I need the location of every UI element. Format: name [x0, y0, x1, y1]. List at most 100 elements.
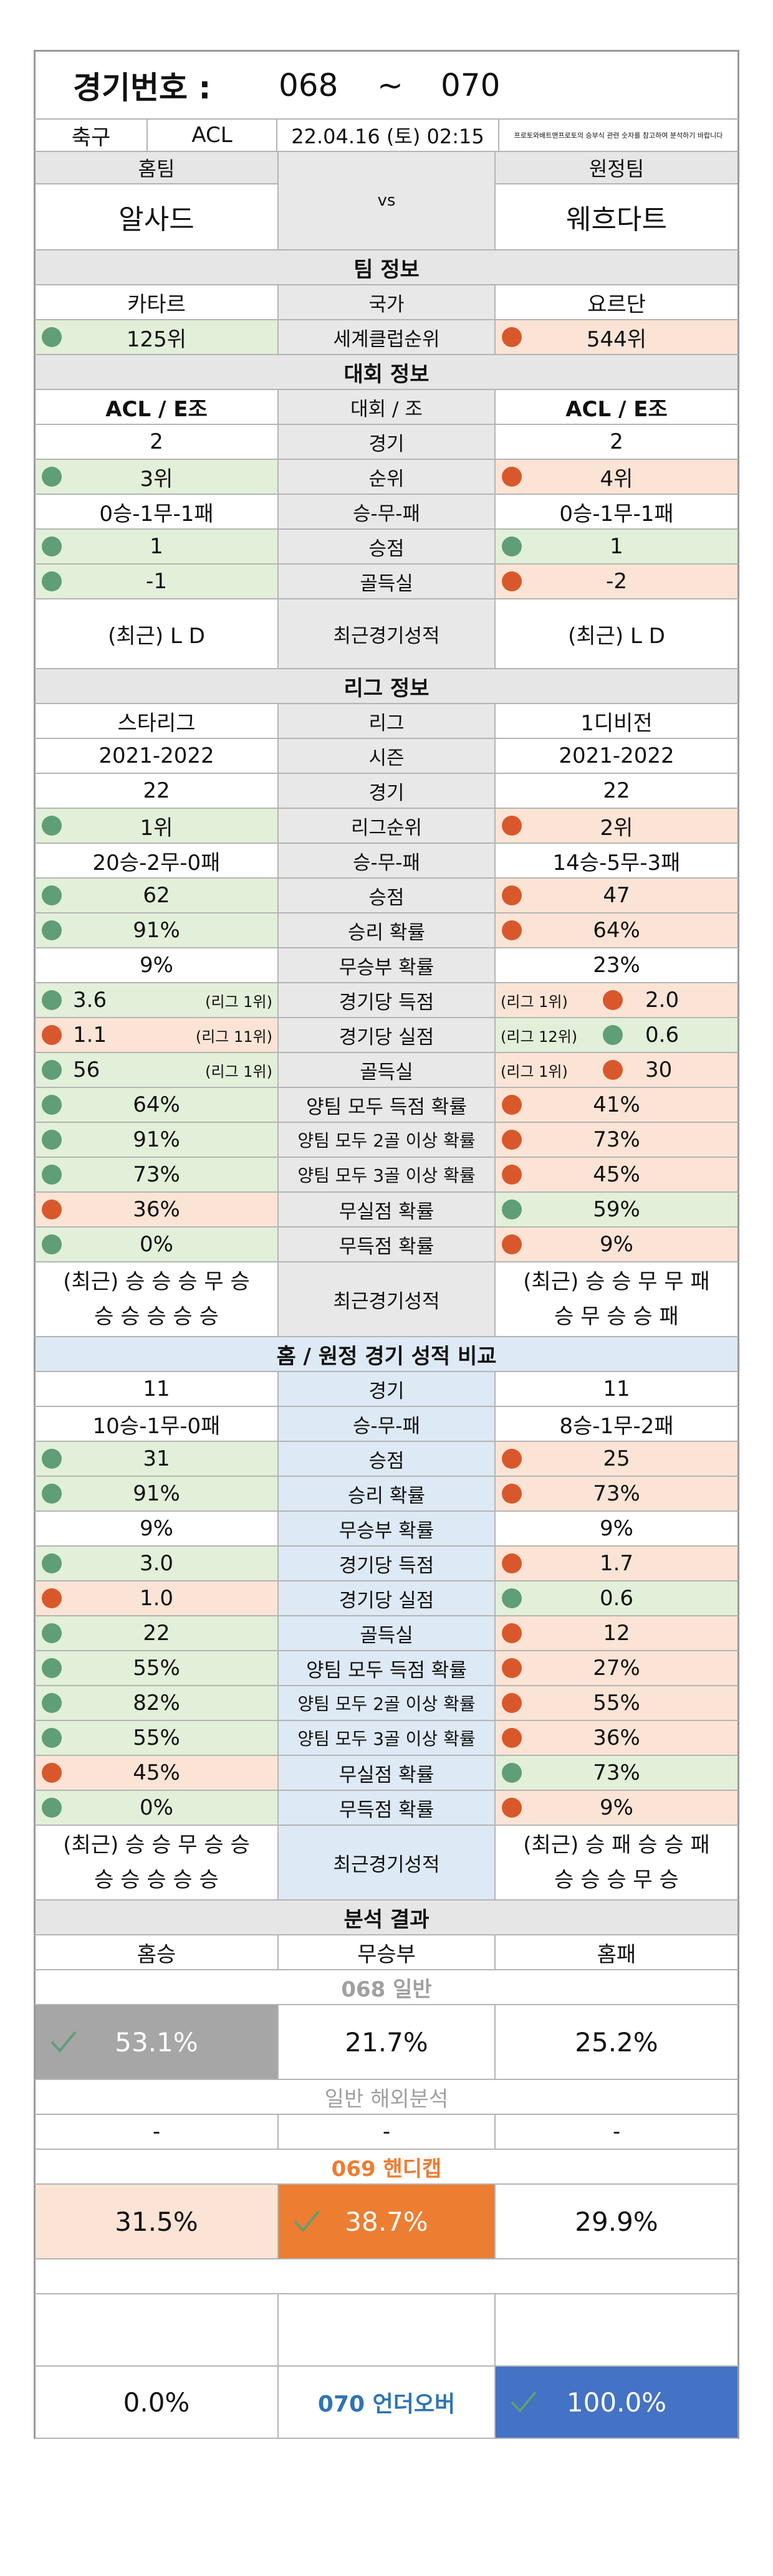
- league-row: 73% 양팀 모두 3골 이상 확률 45%: [34, 1158, 739, 1193]
- bad-indicator-icon: [603, 990, 623, 1010]
- league-row: 64% 양팀 모두 득점 확률 41%: [34, 1088, 739, 1123]
- team-info-row: 125위 세계클럽순위 544위: [34, 320, 739, 355]
- bad-indicator-icon: [502, 1693, 522, 1713]
- away-value: 64%: [593, 918, 640, 943]
- league-row: 9% 무승부 확률 23%: [34, 948, 739, 983]
- row-label: 경기: [277, 425, 496, 459]
- row-label: 대회 / 조: [277, 390, 496, 424]
- home-league-rank: (리그 1위): [205, 993, 272, 1011]
- home-value: 0%: [140, 1795, 173, 1820]
- good-indicator-icon: [42, 467, 62, 487]
- away-value: 2위: [600, 815, 633, 841]
- vs-label: vs: [277, 152, 496, 249]
- general-draw: 21.7%: [277, 2005, 496, 2079]
- away-league-rank: (리그 12위): [501, 1028, 578, 1046]
- row-label: 승-무-패: [277, 495, 496, 528]
- good-indicator-icon: [42, 327, 62, 347]
- row-label: 무승부 확률: [277, 1512, 496, 1545]
- away-value: 14승-5무-3패: [552, 850, 681, 875]
- match-number-label: 경기번호 :: [73, 69, 211, 106]
- tourn-row: 2 경기 2: [34, 425, 739, 460]
- ha-row: 9% 무승부 확률 9%: [34, 1512, 739, 1547]
- home-club-rank: 125위: [126, 327, 187, 352]
- away-team-label: 원정팀: [496, 152, 737, 184]
- col-home-win: 홈승: [137, 1942, 176, 1967]
- home-value: 55%: [133, 1656, 180, 1681]
- away-value: 8승-1무-2패: [559, 1413, 674, 1439]
- home-value: 91%: [133, 918, 180, 943]
- ha-row: 82% 양팀 모두 2골 이상 확률 55%: [34, 1686, 739, 1721]
- good-indicator-icon: [42, 1798, 62, 1818]
- bad-indicator-icon: [603, 1060, 623, 1080]
- col-home-loss: 홈패: [597, 1942, 636, 1967]
- home-value: 0승-1무-1패: [99, 501, 214, 527]
- home-value: 9%: [140, 1516, 173, 1541]
- bad-indicator-icon: [502, 1728, 522, 1748]
- good-indicator-icon: [603, 1025, 623, 1045]
- home-season: 2021-2022: [98, 743, 214, 768]
- home-value: 2: [150, 429, 163, 454]
- row-label: 순위: [277, 460, 496, 494]
- bad-indicator-icon: [502, 571, 522, 591]
- league-row: 스타리그 리그 1디비전: [34, 704, 739, 739]
- good-indicator-icon: [502, 1588, 522, 1608]
- row-label: 승-무-패: [277, 844, 496, 877]
- home-away-header: 홈 / 원정 경기 성적 비교: [36, 1337, 737, 1371]
- row-label: 리그순위: [277, 809, 496, 842]
- home-value: 11: [143, 1376, 170, 1401]
- bad-indicator-icon: [502, 1234, 522, 1254]
- bad-indicator-icon: [502, 1095, 522, 1115]
- home-value: 45%: [133, 1760, 180, 1785]
- away-value: 9%: [600, 1232, 633, 1257]
- home-league-rank: (리그 1위): [205, 1062, 272, 1080]
- home-value: 10승-1무-0패: [92, 1413, 221, 1439]
- row-label: 시즌: [277, 739, 496, 773]
- match-number-from: 068: [279, 67, 338, 103]
- underover-over: 100.0%: [566, 2387, 667, 2418]
- ha-row: 10승-1무-0패 승-무-패 8승-1무-2패: [34, 1407, 739, 1442]
- bad-indicator-icon: [502, 1623, 522, 1643]
- home-value: 1.0: [139, 1586, 174, 1611]
- bad-indicator-icon: [42, 1588, 62, 1608]
- good-indicator-icon: [42, 571, 62, 591]
- good-indicator-icon: [42, 1130, 62, 1150]
- home-league: 스타리그: [117, 710, 196, 736]
- away-value: 9%: [600, 1516, 633, 1541]
- row-label: 경기: [277, 1372, 496, 1406]
- home-value: 55%: [133, 1725, 180, 1750]
- overseas-home-win: -: [152, 2119, 161, 2144]
- good-indicator-icon: [502, 1200, 522, 1219]
- good-indicator-icon: [42, 816, 62, 836]
- check-icon: [294, 2210, 320, 2233]
- bad-indicator-icon: [502, 1553, 522, 1573]
- general-section-title: 068 일반: [341, 1977, 432, 2002]
- ha-row: 55% 양팀 모두 3골 이상 확률 36%: [34, 1721, 739, 1756]
- home-recent-form: (최근) L D: [108, 623, 205, 649]
- league-row: 91% 양팀 모두 2골 이상 확률 73%: [34, 1123, 739, 1158]
- league-row: 0% 무득점 확률 9%: [34, 1228, 739, 1262]
- row-label: 양팀 모두 2골 이상 확률: [277, 1123, 496, 1157]
- handicap-draw: 38.7%: [345, 2206, 428, 2237]
- row-label: 경기당 득점: [277, 983, 496, 1017]
- home-value: 3.6: [73, 988, 107, 1013]
- handicap-results: 31.5% 38.7% 29.9%: [34, 2185, 739, 2259]
- ha-row: 11 경기 11: [34, 1372, 739, 1407]
- home-value: 3.0: [139, 1551, 174, 1576]
- row-label: 무득점 확률: [277, 1228, 496, 1261]
- match-analysis-sheet: 경기번호 : 068 ~ 070 축구 ACL 22.04.16 (토) 02:…: [34, 50, 739, 2439]
- home-value: 20승-2무-0패: [92, 850, 221, 875]
- row-label: 양팀 모두 2골 이상 확률: [277, 1686, 496, 1720]
- row-label: 세계클럽순위: [277, 320, 496, 354]
- home-value: 1위: [140, 815, 173, 841]
- away-value: 45%: [593, 1162, 640, 1187]
- league-row: 1위 리그순위 2위: [34, 809, 739, 844]
- match-number-to: 070: [441, 67, 501, 103]
- away-value: 12: [603, 1621, 630, 1646]
- col-draw: 무승부: [277, 1935, 496, 1969]
- good-indicator-icon: [502, 537, 522, 556]
- home-value: 1.1: [73, 1023, 107, 1047]
- good-indicator-icon: [502, 1763, 522, 1783]
- overseas-section-title: 일반 해외분석: [324, 2086, 449, 2112]
- league-row: 36% 무실점 확률 59%: [34, 1193, 739, 1228]
